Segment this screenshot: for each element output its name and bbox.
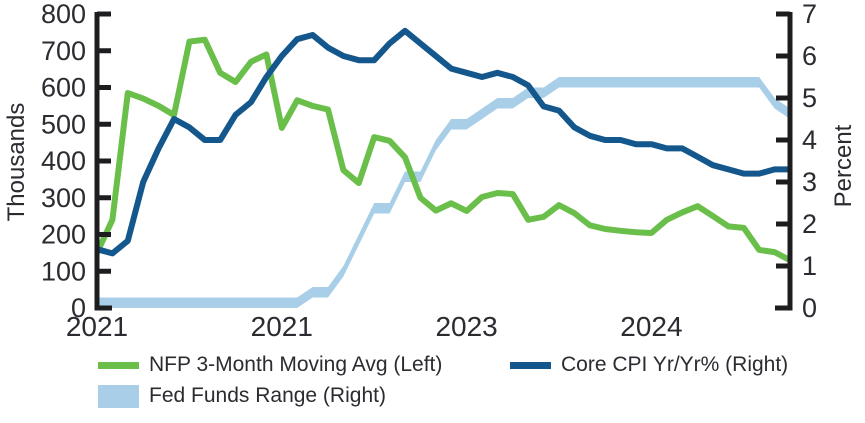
legend-item-nfp: NFP 3-Month Moving Avg (Left) [98, 353, 510, 377]
right-axis-tick-label: 2 [802, 209, 817, 239]
left-axis-tick-label: 100 [41, 256, 86, 286]
left-axis-tick-label: 0 [71, 293, 86, 323]
left-axis-tick-label: 200 [41, 220, 86, 250]
x-axis-tick-label: 2023 [435, 311, 497, 342]
right-axis-tick-label: 7 [802, 0, 817, 29]
core-cpi-line-swatch-icon [510, 361, 551, 369]
left-axis-tick-label: 500 [41, 109, 86, 139]
left-axis-tick-label: 400 [41, 146, 86, 176]
x-axis-tick-label: 2021 [66, 311, 128, 342]
right-axis-title: Percent [830, 124, 857, 207]
left-axis [94, 12, 112, 311]
legend-item-core-cpi: Core CPI Yr/Yr% (Right) [510, 353, 788, 377]
left-axis-title: Thousands [3, 103, 30, 222]
x-axis-tick-label: 2021 [251, 311, 313, 342]
right-axis [775, 12, 793, 311]
right-axis-tick-label: 3 [802, 167, 817, 197]
legend-row-2: Fed Funds Range (Right) [98, 384, 788, 408]
right-axis-tick-label: 6 [802, 41, 817, 71]
legend-label-fed-funds: Fed Funds Range (Right) [149, 384, 386, 407]
legend-row-1: NFP 3-Month Moving Avg (Left) Core CPI Y… [98, 353, 788, 377]
x-axis-tick-label: 2024 [620, 311, 682, 342]
left-axis-tick-label: 600 [41, 73, 86, 103]
legend-label-core-cpi: Core CPI Yr/Yr% (Right) [561, 353, 789, 376]
fed-funds-band [97, 77, 790, 308]
right-axis-tick-label: 5 [802, 83, 817, 113]
left-axis-tick-label: 800 [41, 0, 86, 29]
core-cpi-line [96, 27, 790, 257]
right-axis-tick-label: 1 [802, 251, 817, 281]
legend-item-fed-funds: Fed Funds Range (Right) [98, 384, 386, 408]
nfp-line-swatch-icon [98, 361, 139, 369]
left-axis-tick-label: 300 [41, 183, 86, 213]
legend-label-nfp: NFP 3-Month Moving Avg (Left) [149, 353, 443, 376]
fed-funds-band-swatch-icon [98, 384, 139, 408]
dual-axis-line-chart: Thousands Percent 0 100 200 300 400 500 600 700… [3, 0, 857, 342]
right-axis-tick-label: 4 [802, 125, 817, 155]
legend: NFP 3-Month Moving Avg (Left) Core CPI Y… [98, 353, 788, 415]
nfp-line [94, 36, 792, 263]
right-axis-tick-label: 0 [802, 293, 817, 323]
left-axis-tick-label: 700 [41, 36, 86, 66]
